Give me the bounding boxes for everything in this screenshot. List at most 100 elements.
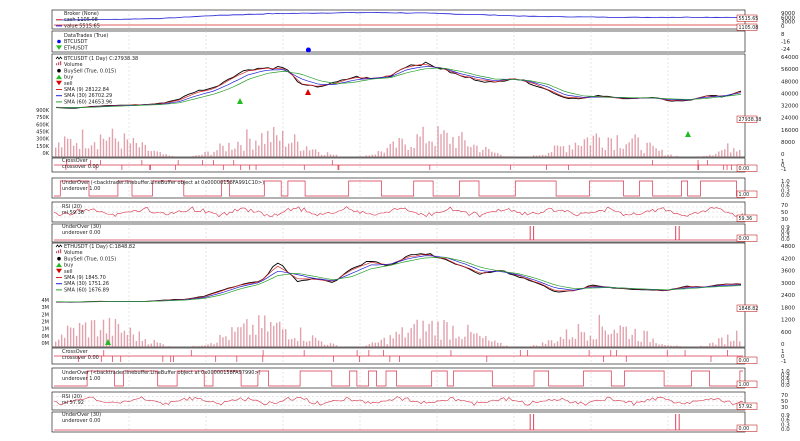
eth-volume-bar <box>386 344 388 347</box>
eth-series-line <box>56 255 742 303</box>
eth-volume-bar <box>243 323 245 347</box>
eth-volume-bar <box>198 346 200 347</box>
trades-ytick: -16 <box>781 40 790 46</box>
btc-volume-bar <box>282 130 284 157</box>
btc-ytick: 40000 <box>781 91 799 97</box>
eth-volume-bar <box>290 339 293 347</box>
eth-ytick: 1800 <box>781 305 795 311</box>
eth-volume-bar <box>428 323 430 347</box>
eth-volume-bar <box>305 341 308 347</box>
legend-buy-marker <box>56 262 62 268</box>
btc-series-line <box>55 63 742 109</box>
btc-volume-tick: 0K <box>43 151 50 157</box>
legend-sell-marker <box>56 80 62 86</box>
eth-volume-bar <box>195 346 197 347</box>
btc-underover30-panel <box>51 223 746 243</box>
eth-volume-bar <box>664 344 666 347</box>
btc-volume-bar <box>72 145 75 157</box>
eth-volume-bar <box>132 334 135 347</box>
btc-series-line <box>55 66 742 108</box>
eth-volume-bar <box>216 342 218 347</box>
eth-volume-bar <box>437 321 439 347</box>
btc-volume-bar <box>126 139 129 157</box>
eth-volume-bar <box>547 340 550 347</box>
btc-volume-bar <box>249 138 251 157</box>
btc-underover30-ytick: 0.9 <box>781 225 790 231</box>
btc-volume-bar <box>497 153 499 157</box>
btc-volume-bar <box>437 126 439 157</box>
btc-volume-bar <box>715 153 717 157</box>
btc-underover-value-tag-box <box>736 190 758 198</box>
btc-volume-bar <box>727 143 729 157</box>
eth-volume-bar <box>359 346 362 347</box>
eth-volume-bar <box>105 333 108 347</box>
btc-volume-bar <box>66 138 69 157</box>
btc-volume-bar <box>87 148 90 157</box>
btc-rsi-value-tag: 59.36 <box>739 216 753 222</box>
eth-volume-bar <box>96 336 99 347</box>
eth-volume-bar <box>550 340 553 347</box>
btc-legend: buy <box>64 75 73 81</box>
btc-volume-bar <box>213 151 215 157</box>
eth-volume-bar <box>455 338 457 347</box>
eth-volume-bar <box>631 334 633 347</box>
btc-volume-bar <box>661 149 663 157</box>
btc-volume-bar <box>383 152 385 157</box>
btc-ytick: 32000 <box>781 104 799 110</box>
btc-volume-bar <box>284 146 287 157</box>
btc-volume-bar <box>162 154 164 157</box>
eth-volume-bar <box>479 335 481 347</box>
eth-volume-bar <box>416 319 418 347</box>
eth-volume-bar <box>144 339 147 347</box>
eth-underover30-panel <box>51 411 746 433</box>
eth-volume-bar <box>673 345 675 347</box>
btc-volume-bar <box>476 145 478 157</box>
trade-dot <box>305 47 311 53</box>
eth-volume-bar <box>589 335 592 347</box>
btc-volume-bar <box>556 145 559 157</box>
btc-underover30-ytick: 0.6 <box>781 229 790 235</box>
eth-volume-bar <box>102 319 105 347</box>
legend-line <box>55 244 63 248</box>
btc-rsi-value-tag-box <box>736 214 758 222</box>
btc-volume-bar <box>150 151 152 157</box>
eth-volume-bar <box>458 336 460 347</box>
eth-volume-tick: 2M <box>42 320 50 326</box>
btc-volume-bar <box>473 144 475 157</box>
btc-volume-bar <box>709 154 711 157</box>
eth-crossover-ytick: 0 <box>781 354 785 360</box>
eth-volume-bar <box>255 334 257 347</box>
eth-volume-bar <box>470 331 472 347</box>
btc-underover-value-tag: 1.00 <box>739 192 750 198</box>
eth-volume-bar <box>371 342 374 347</box>
btc-volume-bar <box>293 134 296 157</box>
btc-volume-bar <box>541 154 544 157</box>
eth-volume-tick: 4M <box>42 298 50 304</box>
btc-rsi-ytick: 70 <box>781 203 788 209</box>
eth-legend: ETHUSDT (1 Day) C:1848.82 <box>64 244 135 250</box>
eth-volume-bar <box>222 337 224 347</box>
broker-ytick: 0 <box>781 24 785 30</box>
eth-volume-bar <box>282 329 284 347</box>
btc-ytick: 24000 <box>781 116 799 122</box>
eth-volume-bar <box>192 345 194 347</box>
eth-volume-bar <box>273 325 275 347</box>
eth-volume-bar <box>270 321 272 347</box>
btc-volume-bar <box>730 152 732 157</box>
eth-volume-tick: 0M <box>42 341 50 347</box>
eth-volume-bar <box>201 345 203 347</box>
btc-volume-bar <box>332 154 335 157</box>
btc-underover30-value-tag: 0.00 <box>739 236 750 242</box>
btc-volume-bar <box>359 156 362 157</box>
btc-underover30-ytick: 0.0 <box>781 237 790 243</box>
btc-volume-bar <box>296 141 299 157</box>
btc-volume-bar <box>724 149 726 157</box>
eth-underover-legend: underover 1.00 <box>62 376 100 382</box>
eth-volume-bar <box>168 346 170 347</box>
btc-volume-bar <box>697 156 699 157</box>
eth-volume-bar <box>739 341 741 347</box>
eth-volume-bar <box>314 337 317 347</box>
btc-volume-bar <box>455 147 457 157</box>
eth-volume-bar <box>126 334 129 347</box>
